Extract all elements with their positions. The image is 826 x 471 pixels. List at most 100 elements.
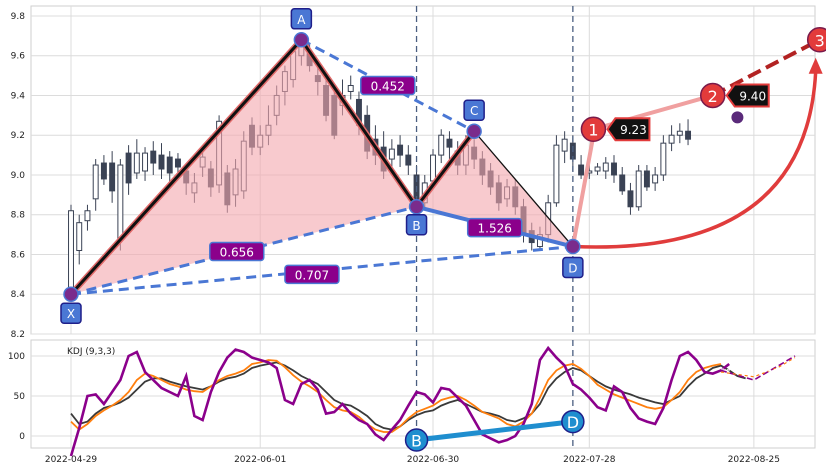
target-1-number: 1	[588, 121, 598, 140]
kdj-label-d-circle	[561, 409, 585, 434]
candle-body	[446, 138, 453, 148]
pivot-marker-d	[565, 238, 581, 255]
date-tick-label: 2022-06-01	[234, 455, 286, 465]
candle-body	[668, 134, 675, 144]
candle-body	[397, 144, 404, 156]
date-tick-label: 2022-07-28	[563, 455, 616, 465]
candle-body	[174, 158, 181, 168]
target-1-value-box	[606, 117, 651, 142]
target-3-circle	[806, 27, 826, 53]
target3-line	[711, 38, 821, 98]
leg-bc	[415, 129, 476, 209]
candle-body	[438, 134, 445, 156]
price-tick-label: 9.2	[11, 131, 25, 141]
kdj-proj-k	[720, 358, 796, 375]
xd-ratio-line	[70, 245, 574, 296]
candle-body	[405, 154, 412, 166]
kdj-bd-line	[416, 419, 574, 443]
target-2-value-box	[725, 83, 770, 108]
kdj-panel: BD	[69, 345, 796, 457]
price-tick-label: 9.4	[11, 91, 26, 101]
price-grid	[30, 5, 816, 449]
projection-arrowhead	[808, 57, 823, 74]
candle-body	[133, 152, 140, 174]
target-2-value: 9.40	[739, 89, 766, 103]
candle-body	[117, 164, 124, 240]
kdj-tick-label: 0	[19, 432, 25, 442]
kdj-label-d: D	[567, 413, 579, 432]
pivot-label-x: X	[67, 307, 75, 321]
projection-arrow	[572, 71, 818, 249]
pivot-marker-x	[63, 286, 79, 302]
pivot-label-a: A	[297, 13, 306, 27]
candle-body	[430, 154, 436, 182]
candle-body	[619, 174, 626, 192]
target-1-value: 9.23	[620, 123, 647, 137]
xab-fill	[71, 39, 417, 295]
ratio-xad-box	[284, 264, 340, 285]
candle-body	[627, 190, 634, 208]
price-tick-label: 8.6	[11, 250, 26, 260]
price-tick-label: 8.8	[11, 211, 26, 221]
candle-body	[594, 166, 601, 172]
candle-body	[602, 162, 609, 172]
candle-body	[166, 156, 173, 174]
pivot-label-c-box	[463, 99, 485, 121]
pivot-label-d: D	[568, 262, 577, 276]
leg-xa	[69, 38, 303, 296]
candle-body	[150, 150, 157, 164]
pivot-label-b-box	[405, 214, 428, 236]
candle-body	[100, 162, 107, 180]
candle-body	[125, 152, 132, 184]
pivot-label-a-box	[290, 8, 313, 30]
candle-body	[76, 222, 83, 252]
kdj-label-b-circle	[404, 428, 429, 452]
candle-body	[553, 144, 560, 204]
candle-body	[142, 152, 149, 172]
kdj-tick-label: 50	[14, 392, 26, 402]
price-tick-label: 8.4	[11, 290, 26, 300]
candle-body	[347, 85, 354, 92]
ratio-abc-box	[360, 75, 416, 96]
candle-body	[92, 164, 99, 200]
candle-body	[611, 162, 617, 176]
pivot-marker-c	[466, 123, 482, 139]
candle-body	[685, 130, 692, 140]
candle-body	[158, 154, 165, 170]
pivot-label-x-box	[60, 302, 82, 324]
candle-body	[660, 142, 667, 176]
price-tick-label: 9.8	[11, 12, 26, 22]
candle-body	[561, 138, 568, 152]
target-3-number: 3	[815, 31, 825, 50]
ratio-bcd-box	[466, 217, 523, 238]
pivot-label-d-box	[562, 256, 584, 279]
pivot-label-b: B	[412, 219, 420, 233]
date-tick-label: 2022-04-29	[45, 455, 98, 465]
candle-body	[676, 130, 683, 136]
leg-ab	[299, 38, 419, 209]
ratio-abc: 0.452	[371, 80, 405, 94]
candle-body	[388, 148, 395, 160]
pivot-label-c: C	[470, 104, 478, 118]
price-tick-label: 8.2	[11, 330, 25, 340]
kdj-tick-label: 100	[8, 352, 25, 362]
date-tick-label: 2022-06-30	[407, 455, 460, 465]
leg-cd	[473, 130, 574, 247]
target-2-number: 2	[708, 87, 718, 106]
price-tick-label: 9.6	[11, 52, 26, 62]
kdj-proj-j	[720, 355, 796, 381]
kdj-line-2	[69, 345, 730, 457]
target1-line	[570, 134, 596, 247]
ratio-xab: 0.656	[220, 246, 254, 260]
ratio-bcd: 1.526	[478, 222, 512, 236]
candle-body	[643, 170, 650, 188]
pivot-marker-b	[408, 199, 425, 215]
target-1-circle	[580, 116, 607, 142]
candle-body	[652, 174, 659, 184]
current-price-marker	[731, 111, 744, 124]
candle-body	[578, 164, 585, 176]
